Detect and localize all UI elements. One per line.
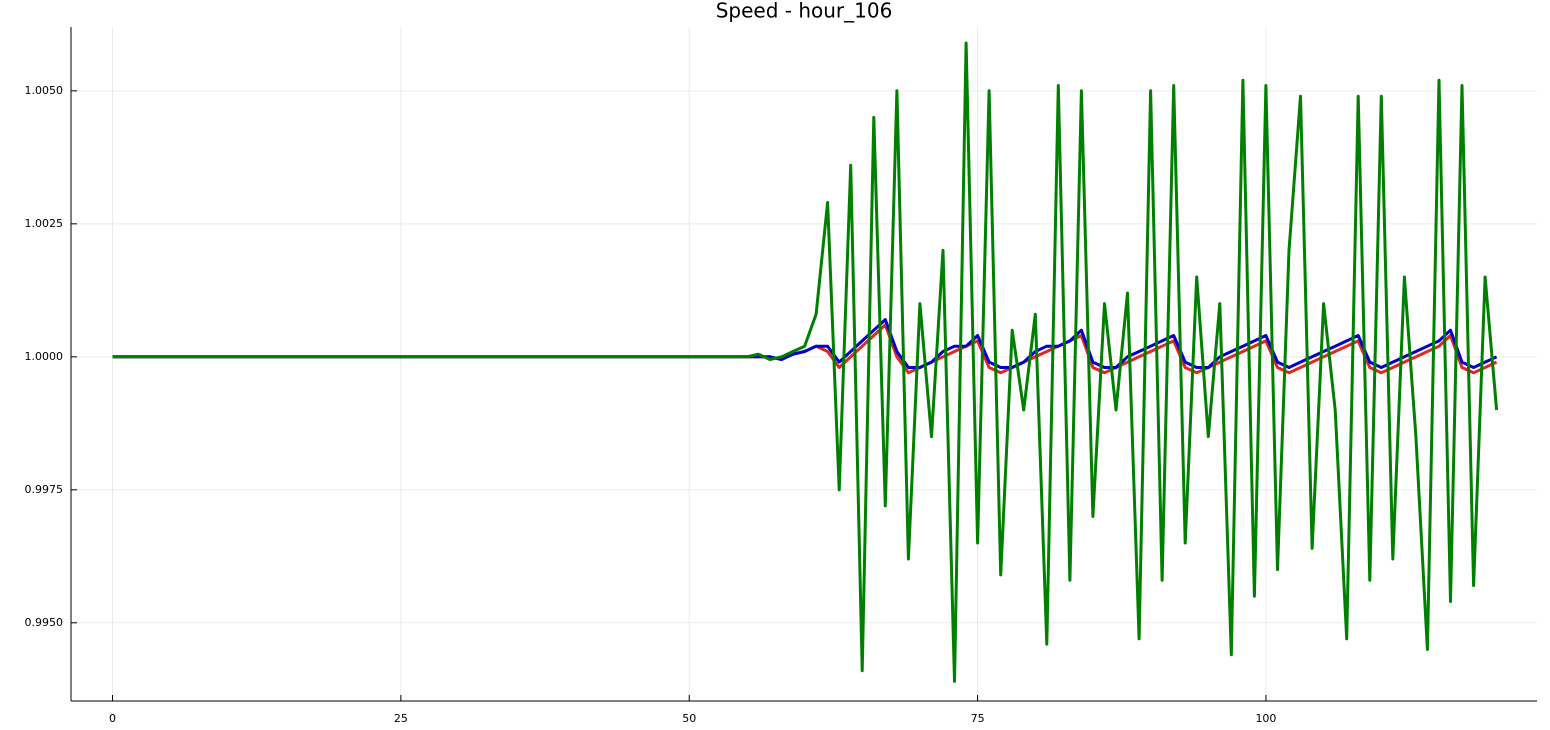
- chart-title: Speed - hour_106: [716, 0, 893, 23]
- x-tick-label: 75: [971, 712, 985, 725]
- series-line: [112, 323, 1498, 375]
- y-tick-label: 1.0000: [25, 350, 64, 363]
- x-tick-label: 50: [682, 712, 696, 725]
- series-line: [112, 41, 1499, 683]
- y-tick-label: 0.9950: [25, 616, 64, 629]
- x-tick-label: 25: [394, 712, 408, 725]
- y-tick-label: 1.0050: [25, 84, 64, 97]
- x-tick-label: 0: [109, 712, 116, 725]
- y-tick-label: 1.0025: [25, 217, 64, 230]
- x-tick-label: 100: [1255, 712, 1276, 725]
- y-tick-label: 0.9975: [25, 483, 64, 496]
